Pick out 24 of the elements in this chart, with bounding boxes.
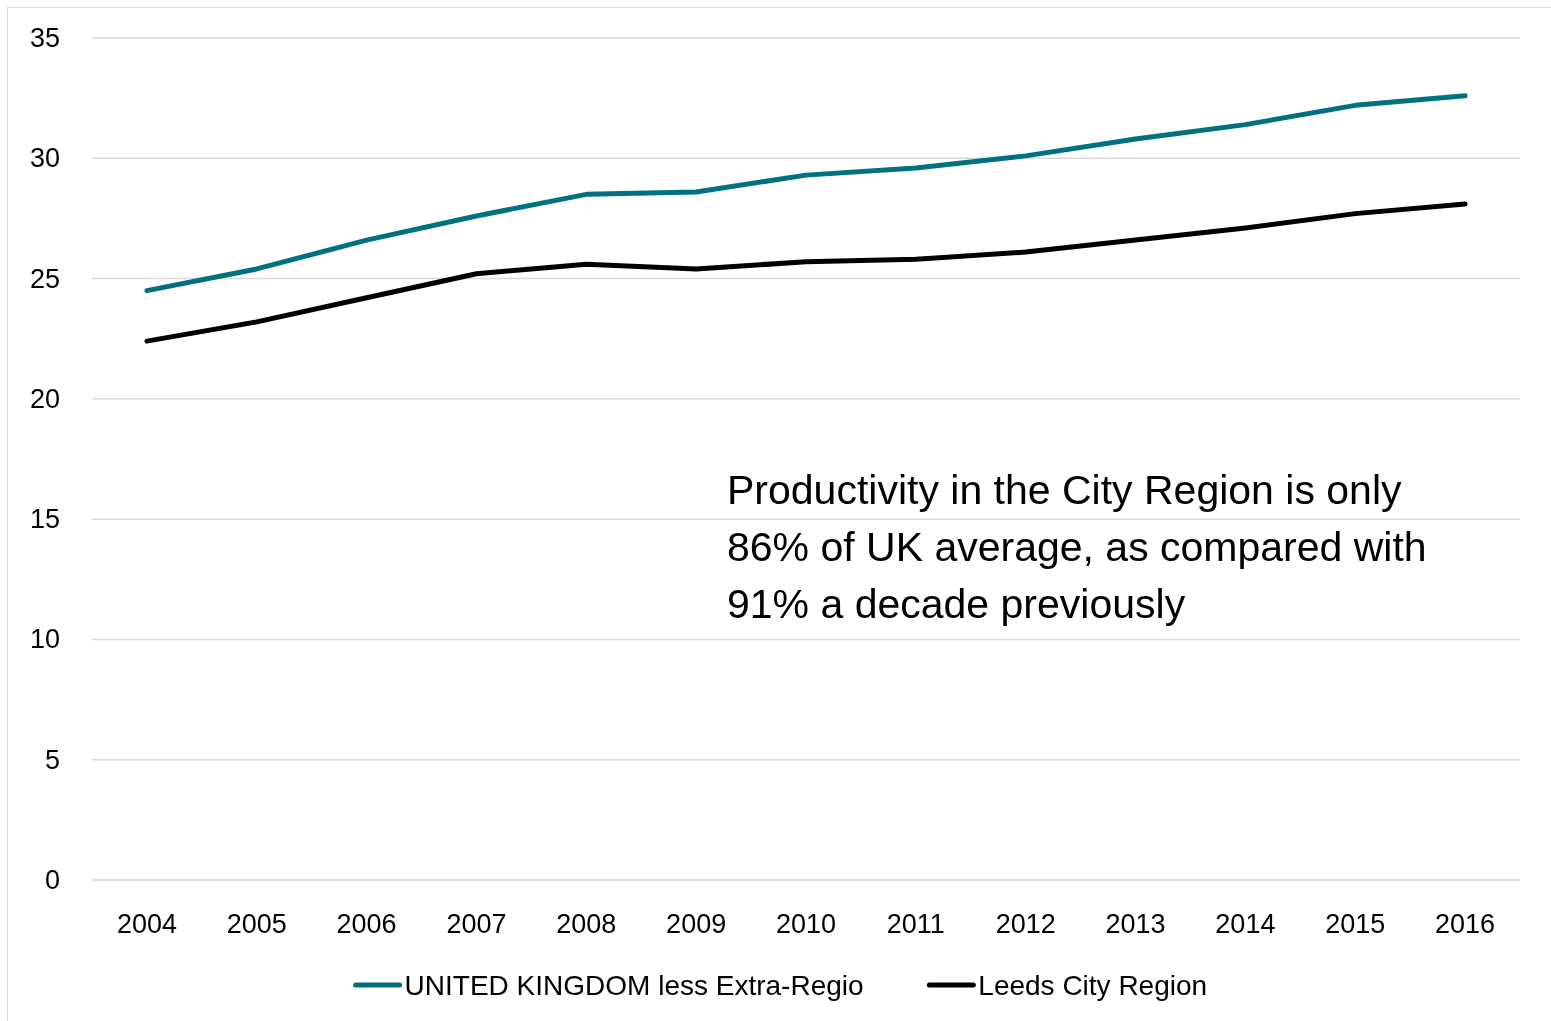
x-tick-label: 2013: [1105, 909, 1166, 939]
x-tick-label: 2007: [446, 909, 507, 939]
y-tick-label: 5: [44, 744, 60, 775]
legend-label: UNITED KINGDOM less Extra-Regio: [404, 969, 864, 1001]
y-tick-label: 15: [29, 504, 60, 535]
x-tick-label: 2008: [556, 909, 617, 939]
x-tick-label: 2006: [336, 909, 397, 939]
x-tick-label: 2004: [116, 909, 177, 939]
annotation: Productivity in the City Region is only 86% of UK average, as compared with 91% a decade previously: [727, 467, 1427, 627]
x-tick-label: 2010: [775, 909, 837, 939]
y-tick-label: 20: [29, 383, 60, 414]
x-tick-label: 2005: [226, 909, 287, 939]
y-tick-label: 10: [29, 624, 60, 655]
x-tick-label: 2014: [1215, 909, 1276, 939]
x-tick-label: 2011: [886, 909, 945, 939]
x-tick-label: 2012: [995, 909, 1056, 939]
y-tick-label: 35: [29, 23, 60, 53]
x-tick-label: 2009: [666, 909, 727, 939]
y-tick-label: 0: [44, 865, 60, 895]
y-tick-label: 30: [29, 143, 60, 174]
x-tick-label: 2016: [1435, 909, 1496, 939]
y-tick-label: 25: [29, 263, 60, 294]
legend-label: Leeds City Region: [978, 969, 1208, 1001]
x-tick-label: 2015: [1325, 909, 1386, 939]
